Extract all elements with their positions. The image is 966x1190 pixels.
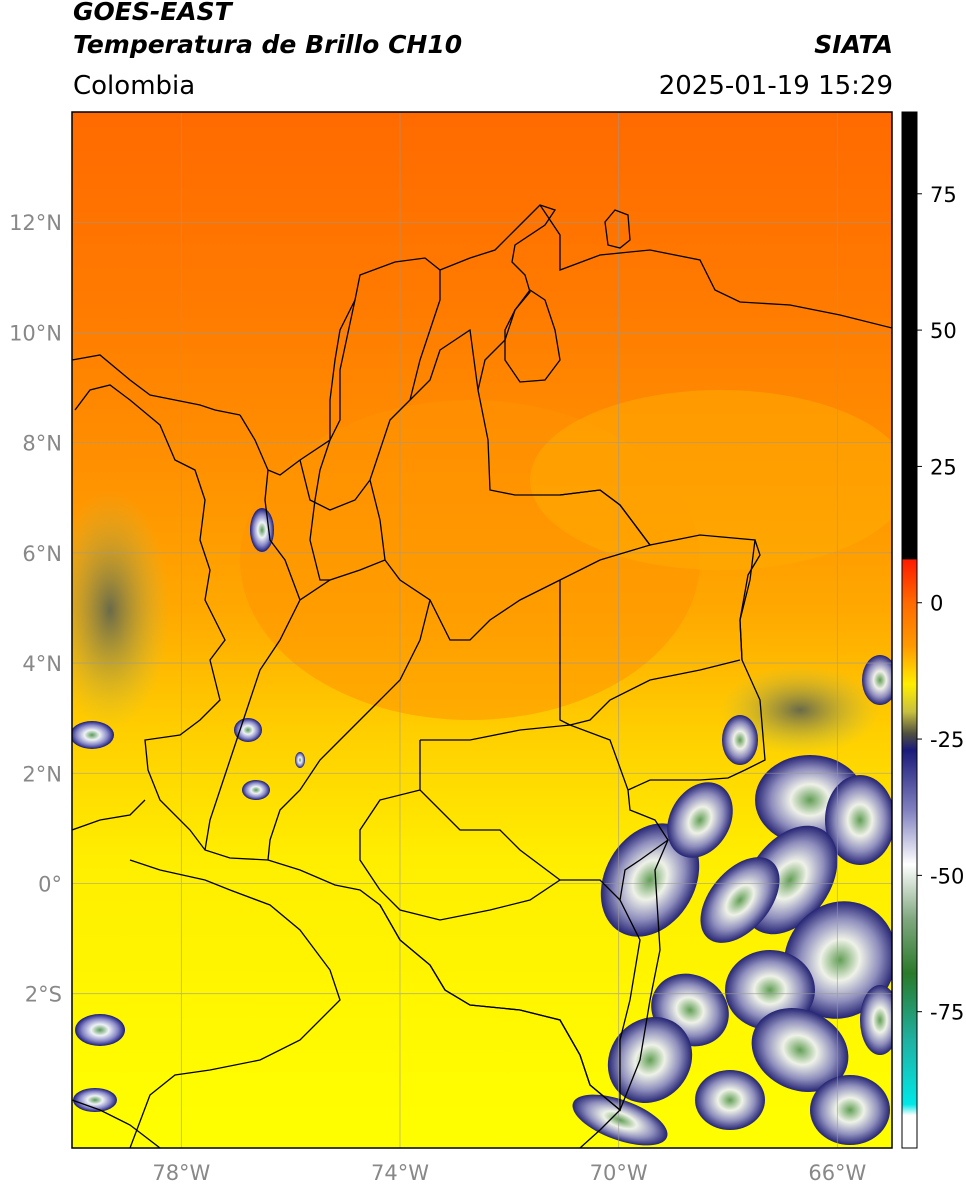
latitude-tick-label: 2°N [22,762,62,786]
brazil-border [619,839,669,1111]
colorbar-tick-label: -25 [930,728,964,752]
mid-cloud [72,490,170,730]
dept-2 [369,479,651,641]
dept-11 [329,299,356,440]
ecuador-peru-border [129,859,341,1148]
latitude-tick-label: 8°N [22,432,62,456]
product-title-line2: Temperatura de Brillo CH10 [73,30,463,59]
dept-12 [264,469,301,601]
venezuela-coast [539,204,892,329]
latitude-tick-label: 4°N [22,652,62,676]
dept-4 [267,599,431,861]
political-borders [72,204,892,1148]
colorbar-tick-label: 25 [930,455,957,479]
colorbar: 75 50 25 0 -25 -50 -75 [901,111,964,1149]
dept-13 [309,439,331,581]
warm-area [530,390,892,570]
peru-coast [72,1099,161,1148]
dept-8 [569,659,741,726]
dept-7 [419,740,621,901]
colorbar-tick-label: -75 [930,1001,964,1025]
longitude-ticks: 78°W 74°W 70°W 66°W [152,1161,866,1185]
longitude-tick-label: 70°W [590,1161,648,1185]
colorbar-tick-label: 50 [930,319,957,343]
latitude-tick-label: 12°N [9,211,62,235]
colombia-venezuela-inner [559,489,651,546]
longitude-tick-label: 78°W [152,1161,210,1185]
dept-1 [299,328,479,511]
map-frame [71,111,893,1149]
latitude-tick-label: 0° [38,872,62,896]
latitude-tick-label: 10°N [9,321,62,345]
coastline-pacific [72,799,146,831]
dept-10 [409,270,441,401]
maracaibo-lake [504,289,561,383]
brightness-temperature-layer [72,112,892,1148]
mid-cloud [720,665,880,755]
longitude-tick-label: 74°W [371,1161,429,1185]
dept-9 [359,789,561,921]
colorbar-tick-label: -50 [930,864,964,888]
dept-5 [420,724,629,791]
colorbar-tick-label: 0 [930,592,943,616]
peru-border [379,904,621,1148]
colorbar-tick-label: 75 [930,183,957,207]
region-label: Colombia [73,71,196,101]
colorbar-ramp [901,111,918,1149]
grid-lines [72,112,892,1148]
dept-3 [204,559,386,851]
latitude-ticks: 12°N 10°N 8°N 6°N 4°N 2°N 0° 2°S [9,211,62,1006]
agency-label: SIATA [814,30,893,59]
dept-6 [559,580,571,726]
venezuela-brazil-border [739,539,761,661]
datetime-label: 2025-01-19 15:29 [658,71,893,101]
paraguana [604,209,631,249]
colorbar-ticks: 75 50 25 0 -25 -50 -75 [917,183,964,1025]
latitude-tick-label: 6°N [22,542,62,566]
latitude-tick-label: 2°S [25,983,62,1007]
longitude-tick-label: 66°W [808,1161,866,1185]
panama [72,354,241,416]
product-title-line1: GOES-EAST [73,0,232,26]
scattered-convection [72,508,305,1112]
